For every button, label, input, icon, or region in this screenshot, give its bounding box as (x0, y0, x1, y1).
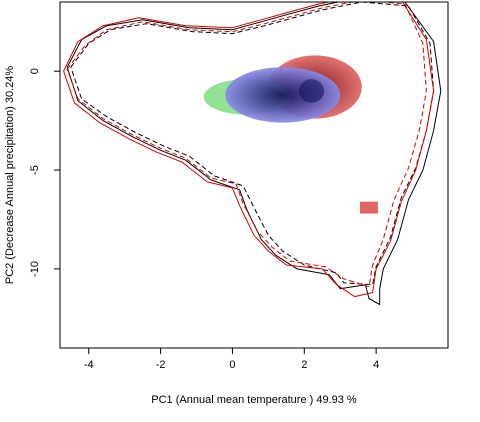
x-tick-label: -4 (84, 359, 94, 371)
y-tick-label: 0 (29, 68, 41, 74)
density-patch-0 (359, 201, 378, 214)
y-axis-title: PC2 (Decrease Annual precipitation) 30.2… (4, 66, 16, 285)
envelope-layer (63, 2, 442, 305)
envelope-line-0 (66, 2, 442, 305)
y-tick-label: -5 (29, 165, 41, 175)
envelope-line-2 (63, 2, 435, 298)
y-tick-label: -10 (29, 261, 41, 277)
density-layer (203, 55, 378, 214)
x-tick-label: 4 (373, 359, 379, 371)
x-axis-title: PC1 (Annual mean temperature ) 49.93 % (151, 394, 357, 406)
x-axis: -4 -2 0 2 4 (84, 348, 379, 371)
density-peak-2 (298, 79, 325, 103)
x-tick-label: -2 (156, 359, 166, 371)
x-tick-label: 0 (229, 359, 235, 371)
envelope-line-1 (70, 2, 435, 286)
plot-frame (59, 1, 449, 349)
envelope-line-3 (66, 2, 427, 288)
y-axis: 0 -5 -10 (29, 68, 60, 277)
x-tick-label: 2 (301, 359, 307, 371)
